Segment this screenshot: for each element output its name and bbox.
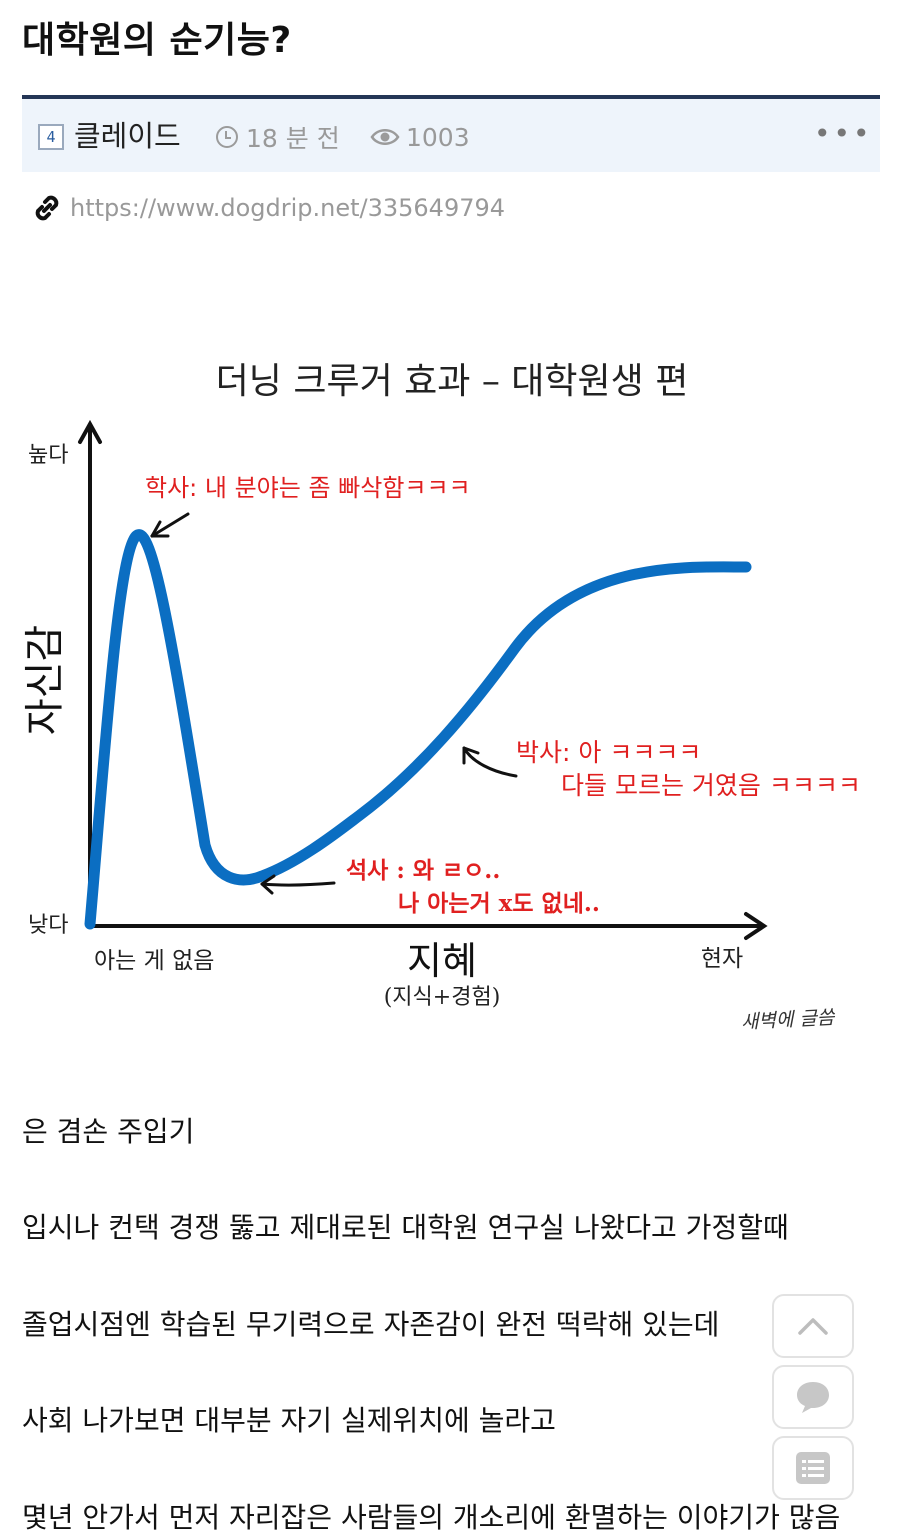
- axes: [78, 419, 768, 940]
- post-url[interactable]: https://www.dogdrip.net/335649794: [70, 194, 506, 222]
- link-icon: [35, 195, 59, 221]
- post-link-row[interactable]: https://www.dogdrip.net/335649794: [30, 188, 505, 228]
- x-left-label: 아는 게 없음: [94, 948, 214, 974]
- x-right-label: 현자: [701, 946, 743, 972]
- paragraph-4: 사회 나가보면 대부분 자기 실제위치에 놀라고: [22, 1404, 556, 1437]
- confidence-curve: [84, 529, 752, 930]
- annotation-phd-line1: 박사: 아 ㅋㅋㅋㅋ: [516, 738, 701, 767]
- clock-icon: [216, 126, 238, 148]
- y-axis-label: 자신감: [22, 625, 68, 735]
- signature: 새벽에 글씀: [740, 1006, 836, 1033]
- author-level-icon: 4: [38, 124, 64, 150]
- list-icon: [796, 1452, 830, 1484]
- more-options-button[interactable]: •••: [814, 117, 873, 150]
- paragraph-2: 입시나 컨택 경쟁 뚫고 제대로된 대학원 연구실 나왔다고 가정할때: [22, 1211, 789, 1244]
- annotation-bachelor: 학사: 내 분야는 좀 빠삭함ㅋㅋㅋ: [145, 474, 471, 502]
- y-low-label: 낮다: [28, 913, 68, 938]
- dunning-kruger-figure: 더닝 크루거 효과 – 대학원생 편 높다 낮다 자신감 아는 게 없음 지혜 …: [22, 361, 861, 1033]
- post-meta-bar: 4 클레이드 18 분 전 1003 •••: [22, 95, 880, 172]
- arrow-master: [260, 874, 336, 895]
- post-time-text: 18 분 전: [246, 124, 340, 153]
- paragraph-5: 몇년 안가서 먼저 자리잡은 사람들의 개소리에 환멸하는 이야기가 많음: [22, 1501, 841, 1534]
- annotation-phd-line2: 다들 모르는 거였음 ㅋㅋㅋㅋ: [561, 771, 861, 800]
- annotation-master-line1: 석사 : 와 ㄹㅇ..: [346, 857, 500, 884]
- arrow-bachelor: [150, 512, 190, 538]
- comments-button[interactable]: [772, 1365, 854, 1429]
- figure-title: 더닝 크루거 효과 – 대학원생 편: [216, 361, 689, 402]
- arrow-phd: [462, 746, 518, 778]
- paragraph-3: 졸업시점엔 학습된 무기력으로 자존감이 완전 떡락해 있는데: [22, 1308, 720, 1341]
- chevron-up-icon: [798, 1318, 828, 1335]
- post-views: 1003: [370, 121, 470, 153]
- y-high-label: 높다: [28, 443, 68, 468]
- comment-icon: [797, 1382, 829, 1413]
- post-time: 18 분 전: [216, 121, 340, 153]
- post-title: 대학원의 순기능?: [22, 20, 292, 61]
- list-button[interactable]: [772, 1436, 854, 1500]
- annotation-master-line2: 나 아는거 x도 없네..: [398, 890, 600, 917]
- author-name[interactable]: 클레이드: [74, 119, 181, 153]
- eye-icon: [370, 129, 400, 145]
- x-axis-sublabel: (지식+경험): [384, 985, 501, 1010]
- post-views-count: 1003: [406, 122, 470, 152]
- paragraph-1: 은 겸손 주입기: [22, 1115, 195, 1148]
- scroll-top-button[interactable]: [772, 1294, 854, 1358]
- x-axis-label: 지혜: [407, 939, 477, 983]
